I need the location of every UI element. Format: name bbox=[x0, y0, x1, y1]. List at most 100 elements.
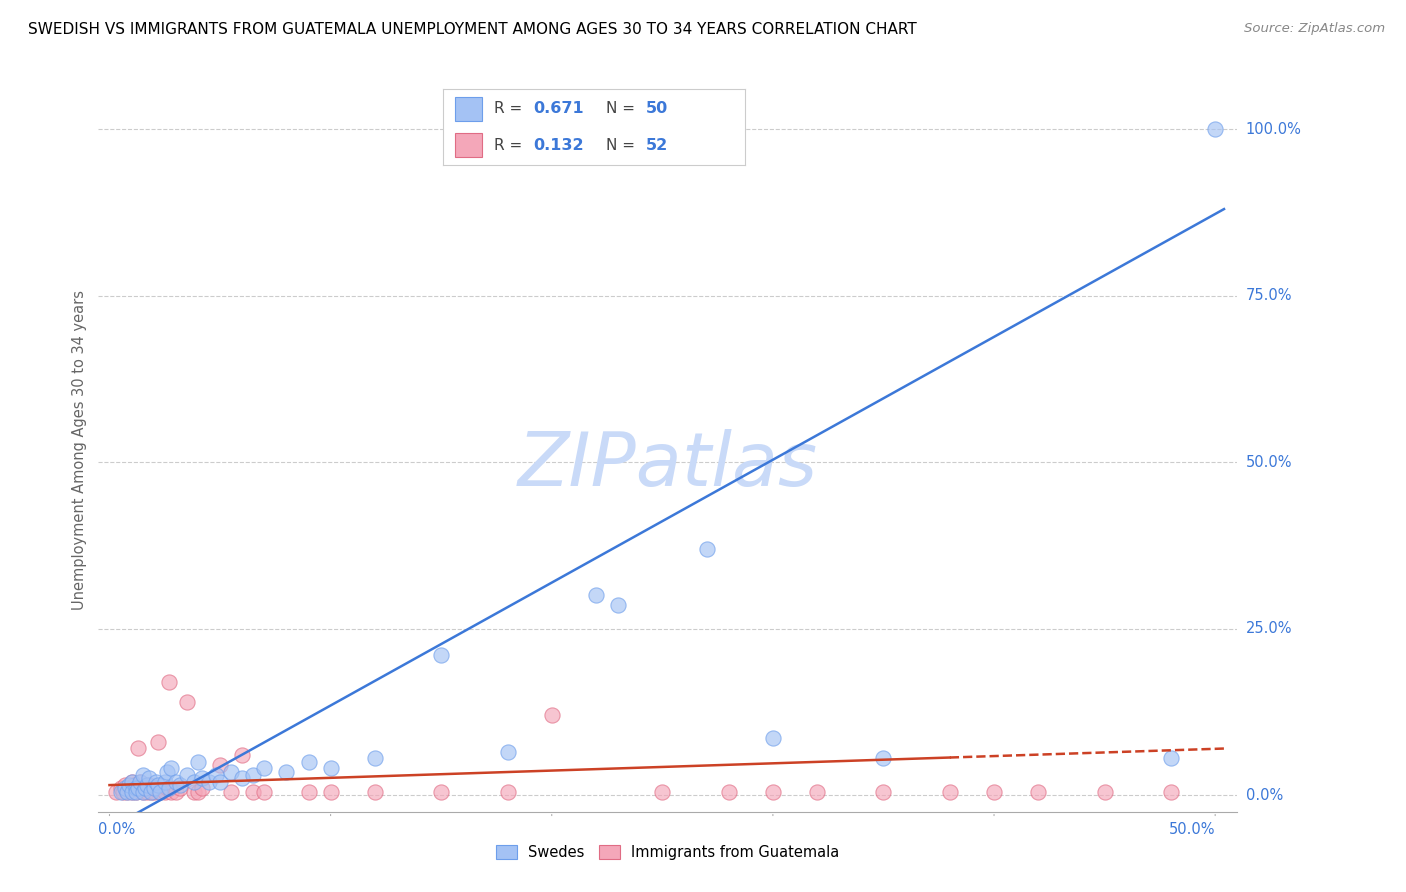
Point bbox=[187, 755, 209, 769]
Point bbox=[651, 785, 673, 799]
Point bbox=[204, 768, 226, 782]
Point bbox=[141, 785, 163, 799]
Point bbox=[145, 781, 167, 796]
Point bbox=[297, 785, 319, 799]
Point bbox=[364, 751, 387, 765]
Point bbox=[131, 785, 153, 799]
Point bbox=[762, 731, 785, 746]
Point bbox=[276, 764, 298, 779]
Text: SWEDISH VS IMMIGRANTS FROM GUATEMALA UNEMPLOYMENT AMONG AGES 30 TO 34 YEARS CORR: SWEDISH VS IMMIGRANTS FROM GUATEMALA UNE… bbox=[28, 22, 917, 37]
Point bbox=[176, 695, 198, 709]
Point bbox=[129, 774, 152, 789]
Point bbox=[121, 785, 143, 799]
Point bbox=[149, 785, 172, 799]
Point bbox=[134, 781, 156, 796]
Point bbox=[111, 785, 134, 799]
Text: 100.0%: 100.0% bbox=[1246, 121, 1302, 136]
Point bbox=[191, 781, 214, 796]
Point bbox=[187, 785, 209, 799]
Point bbox=[156, 764, 179, 779]
Text: R =: R = bbox=[495, 137, 527, 153]
Point bbox=[141, 785, 163, 799]
Bar bbox=[456, 133, 482, 158]
Point bbox=[149, 785, 172, 799]
Point bbox=[136, 785, 159, 799]
Point bbox=[585, 588, 607, 602]
Point bbox=[253, 785, 276, 799]
Text: 0.0%: 0.0% bbox=[1246, 788, 1282, 803]
Point bbox=[242, 785, 264, 799]
Point bbox=[1204, 122, 1226, 136]
Point bbox=[138, 778, 160, 792]
Text: ZIPatlas: ZIPatlas bbox=[517, 429, 818, 501]
Point bbox=[219, 785, 242, 799]
Legend: Swedes, Immigrants from Guatemala: Swedes, Immigrants from Guatemala bbox=[491, 839, 845, 866]
Point bbox=[872, 751, 894, 765]
Point bbox=[209, 758, 232, 772]
Point bbox=[110, 781, 132, 796]
Point bbox=[762, 785, 785, 799]
Y-axis label: Unemployment Among Ages 30 to 34 years: Unemployment Among Ages 30 to 34 years bbox=[72, 291, 87, 610]
Point bbox=[1094, 785, 1116, 799]
Point bbox=[146, 735, 169, 749]
Point bbox=[157, 781, 180, 796]
Text: N =: N = bbox=[606, 137, 640, 153]
Point bbox=[131, 768, 153, 782]
Point bbox=[209, 774, 232, 789]
Point bbox=[717, 785, 740, 799]
Point bbox=[121, 785, 143, 799]
Text: 25.0%: 25.0% bbox=[1246, 621, 1292, 636]
Point bbox=[134, 781, 156, 796]
Point bbox=[127, 741, 149, 756]
Point bbox=[114, 781, 136, 796]
Point bbox=[105, 785, 128, 799]
Text: 0.132: 0.132 bbox=[534, 137, 585, 153]
Point bbox=[142, 781, 165, 796]
Point bbox=[806, 785, 828, 799]
Point bbox=[131, 785, 153, 799]
Point bbox=[125, 785, 148, 799]
Text: 0.671: 0.671 bbox=[534, 102, 585, 117]
Point bbox=[115, 785, 138, 799]
Point bbox=[219, 764, 242, 779]
Point bbox=[1026, 785, 1049, 799]
Point bbox=[121, 774, 143, 789]
Point bbox=[115, 785, 138, 799]
Point bbox=[1160, 785, 1182, 799]
Point bbox=[160, 761, 183, 775]
Point bbox=[872, 785, 894, 799]
Point bbox=[364, 785, 387, 799]
Text: 50.0%: 50.0% bbox=[1168, 822, 1215, 837]
Text: 52: 52 bbox=[645, 137, 668, 153]
Text: 75.0%: 75.0% bbox=[1246, 288, 1292, 303]
Point bbox=[165, 774, 187, 789]
Point bbox=[496, 785, 519, 799]
Point bbox=[496, 745, 519, 759]
Point bbox=[122, 778, 145, 792]
Point bbox=[939, 785, 962, 799]
Point bbox=[153, 785, 176, 799]
Point bbox=[183, 774, 205, 789]
Point bbox=[696, 541, 718, 556]
Text: N =: N = bbox=[606, 102, 640, 117]
Point bbox=[430, 648, 453, 663]
Point bbox=[110, 785, 132, 799]
Point bbox=[176, 768, 198, 782]
Point bbox=[983, 785, 1005, 799]
Point bbox=[121, 774, 143, 789]
Point bbox=[169, 781, 191, 796]
Point bbox=[169, 778, 191, 792]
Point bbox=[153, 774, 176, 789]
Point bbox=[607, 599, 630, 613]
Point bbox=[114, 778, 136, 792]
Point bbox=[1160, 751, 1182, 765]
Point bbox=[125, 785, 148, 799]
Point bbox=[146, 778, 169, 792]
Bar bbox=[456, 97, 482, 121]
Point bbox=[127, 781, 149, 796]
Point bbox=[183, 785, 205, 799]
Point bbox=[118, 781, 141, 796]
Point bbox=[198, 774, 221, 789]
Point bbox=[145, 774, 167, 789]
Point bbox=[231, 748, 253, 763]
